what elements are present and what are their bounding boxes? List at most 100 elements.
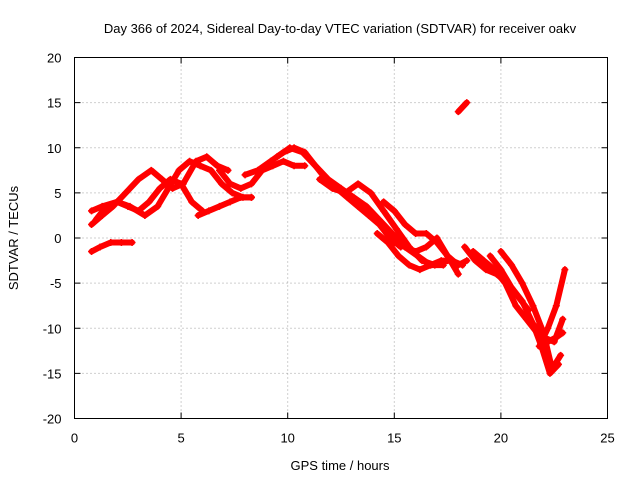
data-point <box>412 248 420 256</box>
data-point <box>529 302 537 310</box>
data-point <box>117 239 125 247</box>
data-point <box>469 248 477 256</box>
data-point <box>311 162 319 170</box>
data-point <box>218 180 226 188</box>
data-point <box>267 157 275 165</box>
x-tick-label: 10 <box>280 431 294 446</box>
data-point <box>388 229 396 237</box>
y-axis: -20 -15 -10 -5 0 5 10 15 20 <box>43 51 608 427</box>
data-point <box>96 243 104 251</box>
data-point <box>92 216 100 224</box>
data-point <box>226 180 234 188</box>
data-point <box>203 153 211 161</box>
data-point <box>395 252 403 260</box>
series-arc-5 <box>195 194 255 219</box>
data-point <box>224 166 232 174</box>
data-point <box>375 216 383 224</box>
data-point <box>147 166 155 174</box>
data-point <box>247 193 255 201</box>
data-point <box>177 180 185 188</box>
y-axis-label: SDTVAR / TECUs <box>6 185 21 290</box>
chart-title: Day 366 of 2024, Sidereal Day-to-day VTE… <box>104 21 577 36</box>
data-point <box>254 166 262 174</box>
data-point <box>461 243 469 251</box>
x-tick-label: 15 <box>387 431 401 446</box>
data-point <box>454 108 462 116</box>
data-point <box>286 144 294 152</box>
data-point <box>471 257 479 265</box>
series-arc-13 <box>455 99 470 115</box>
data-point <box>380 207 388 215</box>
data-point <box>416 266 424 274</box>
data-point <box>486 252 494 260</box>
series-arc-18 <box>536 266 568 350</box>
data-point <box>437 257 445 265</box>
y-tick-label: -10 <box>43 321 62 336</box>
plot-frame <box>74 57 608 419</box>
data-point <box>433 234 441 242</box>
data-point <box>279 157 287 165</box>
y-tick-label: -20 <box>43 412 62 427</box>
data-point <box>299 148 307 156</box>
data-point <box>354 202 362 210</box>
data-point <box>188 198 196 206</box>
x-tick-label: 0 <box>71 431 78 446</box>
data-point <box>497 266 505 274</box>
data-point <box>480 257 488 265</box>
data-point <box>392 225 400 233</box>
data-point <box>88 248 96 256</box>
data-point <box>166 175 174 183</box>
data-point <box>546 369 554 377</box>
data-point <box>367 189 375 197</box>
series-arc-19 <box>529 320 562 377</box>
data-point <box>290 162 298 170</box>
data-point <box>194 211 202 219</box>
data-point <box>422 229 430 237</box>
data-point <box>128 239 136 247</box>
data-point <box>226 198 234 206</box>
data-point <box>418 257 426 265</box>
data-point <box>134 207 142 215</box>
data-point <box>529 320 537 328</box>
data-point <box>491 266 499 274</box>
data-point <box>237 193 245 201</box>
data-point <box>350 193 358 201</box>
data-point <box>557 351 565 359</box>
data-point <box>508 261 516 269</box>
data-point <box>459 261 467 269</box>
x-tick-label: 20 <box>494 431 508 446</box>
data-point <box>482 266 490 274</box>
data-point <box>205 207 213 215</box>
data-point <box>454 270 462 278</box>
data-point <box>107 239 115 247</box>
data-point <box>192 157 200 165</box>
data-point <box>154 202 162 210</box>
data-point <box>215 166 223 174</box>
data-point <box>552 302 560 310</box>
data-point <box>102 202 110 210</box>
data-point <box>316 175 324 183</box>
data-point <box>341 189 349 197</box>
data-point <box>237 184 245 192</box>
x-axis: 0 5 10 15 20 25 <box>71 57 615 446</box>
data-point <box>550 338 558 346</box>
data-point <box>512 302 520 310</box>
data-point <box>537 342 545 350</box>
data-point <box>380 198 388 206</box>
data-point <box>518 279 526 287</box>
data-point <box>88 220 96 228</box>
data-point <box>228 189 236 197</box>
data-point <box>518 297 526 305</box>
y-tick-label: 5 <box>54 186 61 201</box>
data-point <box>273 153 281 161</box>
data-point <box>158 175 166 183</box>
x-axis-label: GPS time / hours <box>291 458 390 473</box>
data-point <box>559 315 567 323</box>
data-point <box>412 229 420 237</box>
data-point <box>544 324 552 332</box>
data-point <box>145 198 153 206</box>
data-point <box>207 166 215 174</box>
data-point <box>363 202 371 210</box>
data-point <box>497 248 505 256</box>
data-point <box>241 171 249 179</box>
